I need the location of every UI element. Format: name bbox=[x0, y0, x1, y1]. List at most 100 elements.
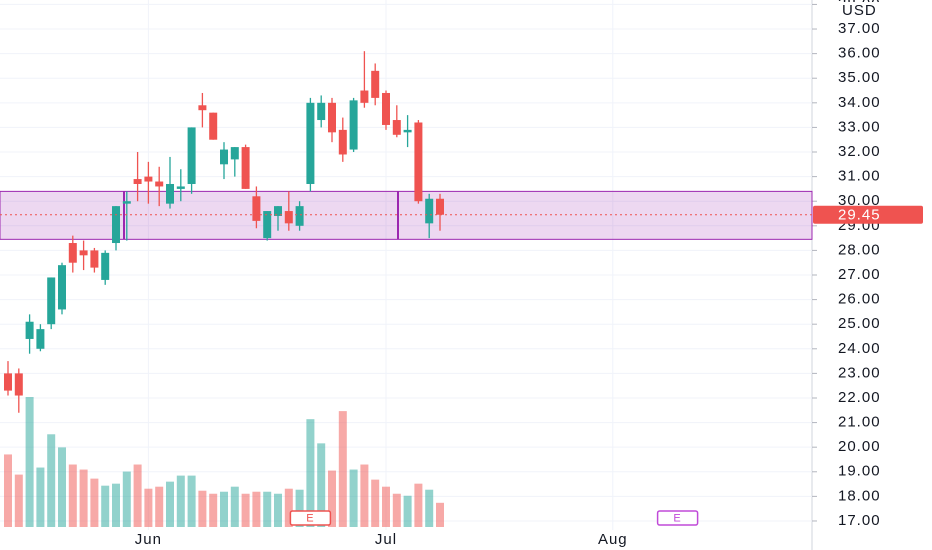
volume-bar bbox=[274, 493, 282, 527]
volume-bar bbox=[144, 488, 153, 527]
y-tick-label: 28.00 bbox=[838, 241, 881, 258]
y-tick-label: 23.00 bbox=[838, 364, 881, 381]
event-label: E bbox=[306, 512, 314, 524]
candle-body bbox=[317, 102, 326, 121]
candle-body bbox=[14, 373, 23, 396]
volume-bar bbox=[68, 464, 77, 527]
volume-bar bbox=[349, 469, 358, 527]
volume-bar bbox=[263, 491, 272, 527]
y-tick-label: 26.00 bbox=[838, 291, 881, 308]
candle-body bbox=[176, 186, 185, 189]
y-tick-label: 24.00 bbox=[838, 340, 881, 357]
candle-body bbox=[101, 252, 110, 280]
volume-bar bbox=[176, 475, 185, 527]
y-tick-label: 25.00 bbox=[838, 315, 881, 332]
candle-body bbox=[155, 181, 164, 187]
x-tick-label: Aug bbox=[598, 531, 628, 548]
volume-bar bbox=[155, 486, 164, 527]
last-price-label: 29.45 bbox=[838, 207, 881, 224]
volume-bar bbox=[112, 483, 120, 527]
y-tick-label: 30.00 bbox=[838, 192, 881, 209]
candle-body bbox=[122, 201, 131, 204]
range-box bbox=[0, 190, 813, 240]
volume-bar bbox=[241, 493, 250, 527]
last-price-box bbox=[813, 205, 923, 224]
y-tick-label: 20.00 bbox=[838, 438, 881, 455]
candle-body bbox=[284, 211, 293, 224]
volume-bar bbox=[338, 411, 347, 527]
candle-body bbox=[360, 90, 369, 103]
candle-body bbox=[25, 321, 34, 339]
candle-body bbox=[187, 127, 196, 184]
candle-body bbox=[382, 92, 390, 125]
y-tick-label: 22.00 bbox=[838, 389, 881, 406]
volume-bar bbox=[79, 469, 88, 527]
candle-body bbox=[425, 198, 434, 224]
candle-body bbox=[436, 198, 444, 215]
candle-body bbox=[349, 100, 358, 150]
volume-bar bbox=[209, 493, 218, 527]
volume-bar bbox=[317, 443, 326, 527]
volume-bar bbox=[122, 471, 131, 527]
volume-bar bbox=[371, 479, 380, 527]
volume-bar bbox=[36, 467, 45, 527]
candle-body bbox=[328, 102, 336, 133]
volume-bar bbox=[166, 481, 174, 527]
y-tick-label: 19.00 bbox=[838, 463, 881, 480]
y-tick-label: 27.00 bbox=[838, 266, 881, 283]
volume-bar bbox=[4, 454, 12, 527]
volume-bar bbox=[14, 474, 23, 527]
currency-bg bbox=[836, 2, 906, 20]
candle-body bbox=[306, 102, 315, 184]
candle-body bbox=[371, 70, 380, 98]
volume-bar bbox=[47, 434, 56, 527]
volume-bar bbox=[25, 397, 34, 527]
candle-body bbox=[68, 243, 77, 263]
candle-body bbox=[4, 373, 12, 391]
volume-bar bbox=[382, 486, 390, 527]
y-tick-label: 33.00 bbox=[838, 118, 881, 135]
x-tick-label: Jun bbox=[135, 531, 162, 548]
candle-body bbox=[263, 211, 272, 239]
volume-bar bbox=[220, 491, 228, 527]
candle-body bbox=[295, 206, 304, 226]
y-tick-label: 34.00 bbox=[838, 94, 881, 111]
candle-body bbox=[230, 147, 239, 160]
candle-body bbox=[36, 329, 45, 349]
candle-body bbox=[58, 265, 66, 310]
candle-body bbox=[133, 179, 142, 184]
event-marker bbox=[289, 510, 332, 526]
volume-bar bbox=[101, 485, 110, 527]
y-tick-label: 21.00 bbox=[838, 414, 881, 431]
candle-body bbox=[220, 149, 228, 165]
volume-bar bbox=[90, 478, 99, 527]
volume-bar bbox=[284, 488, 293, 527]
candle-body bbox=[392, 120, 401, 135]
y-tick-label: 35.00 bbox=[838, 69, 881, 86]
candle-body bbox=[112, 206, 120, 244]
volume-bar bbox=[295, 489, 304, 527]
volume-bar bbox=[328, 470, 336, 527]
volume-bar bbox=[58, 447, 66, 527]
y-tick-label: 36.00 bbox=[838, 45, 881, 62]
volume-bar bbox=[425, 489, 434, 527]
candle-body bbox=[403, 129, 412, 133]
volume-bar bbox=[306, 419, 315, 527]
candle-body bbox=[209, 112, 218, 140]
candle-body bbox=[414, 122, 423, 202]
y-tick-label: 31.00 bbox=[838, 168, 881, 185]
currency-label: USD bbox=[842, 2, 877, 19]
y-tick-label: 32.00 bbox=[838, 143, 881, 160]
event-marker bbox=[656, 510, 699, 526]
volume-bar bbox=[360, 464, 369, 527]
volume-bar bbox=[133, 464, 142, 527]
candle-body bbox=[274, 206, 282, 216]
volume-bar bbox=[198, 490, 207, 527]
x-tick-label: Jul bbox=[375, 531, 397, 548]
volume-bar bbox=[392, 493, 401, 527]
volume-bar bbox=[230, 486, 239, 527]
candle-body bbox=[166, 183, 174, 204]
candle-body bbox=[47, 277, 56, 325]
candle-body bbox=[252, 196, 261, 221]
